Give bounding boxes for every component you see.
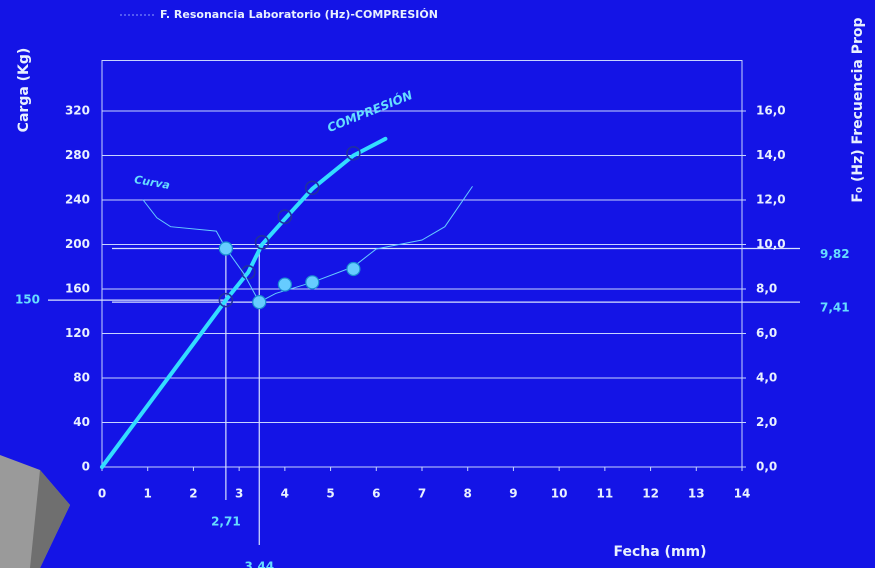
y-axis-label: Carga (Kg) xyxy=(16,48,32,133)
data-point xyxy=(240,265,256,280)
x-tick-label: 5 xyxy=(326,487,334,501)
x-tick-label: 1 xyxy=(144,487,152,501)
curve-label: Curva xyxy=(133,173,171,192)
series-line xyxy=(142,186,473,303)
data-point xyxy=(254,234,270,250)
x-tick-label: 11 xyxy=(597,487,614,501)
data-point xyxy=(304,180,320,196)
data-point xyxy=(277,209,293,224)
x-tick-label: 6 xyxy=(372,487,380,501)
y2-tick-label: 10,0 xyxy=(756,237,786,251)
y2-axis-label: F₀ (Hz) Frecuencia Prop xyxy=(850,17,866,202)
data-point xyxy=(346,145,361,161)
x-tick-label: 4 xyxy=(281,487,289,501)
annotation: 7,41 xyxy=(820,301,850,315)
x-tick-label: 0 xyxy=(98,487,106,501)
y-tick-label: 0 xyxy=(82,460,90,474)
x-tick-label: 9 xyxy=(509,487,517,501)
y2-tick-label: 6,0 xyxy=(756,326,777,340)
annotation: 3,44 xyxy=(244,560,274,568)
x-tick-label: 14 xyxy=(734,487,751,501)
y2-tick-label: 8,0 xyxy=(756,282,777,296)
annotation: 9,82 xyxy=(820,247,850,261)
data-point xyxy=(305,275,320,290)
x-axis-label: Fecha (mm) xyxy=(613,544,706,560)
y-tick-label: 120 xyxy=(65,326,90,340)
x-tick-label: 8 xyxy=(464,487,472,501)
y2-tick-label: 4,0 xyxy=(756,371,777,385)
y-tick-label: 40 xyxy=(73,415,90,429)
y-tick-label: 240 xyxy=(65,193,90,207)
y-tick-label: 200 xyxy=(65,237,90,251)
y2-tick-label: 0,0 xyxy=(756,460,777,474)
data-point xyxy=(346,261,361,277)
y-tick-label: 280 xyxy=(65,148,90,162)
y2-tick-label: 2,0 xyxy=(756,415,777,429)
x-tick-label: 2 xyxy=(189,487,197,501)
x-tick-label: 3 xyxy=(235,487,243,501)
y2-tick-label: 14,0 xyxy=(756,148,786,162)
x-tick-label: 13 xyxy=(688,487,705,501)
y2-tick-label: 16,0 xyxy=(756,104,786,118)
y-tick-label: 160 xyxy=(65,282,90,296)
annotation: 150 xyxy=(15,293,40,307)
x-tick-label: 12 xyxy=(642,487,659,501)
y2-tick-label: 12,0 xyxy=(756,193,786,207)
y-tick-label: 320 xyxy=(65,104,90,118)
data-point xyxy=(277,277,292,292)
y-tick-label: 80 xyxy=(73,371,90,385)
data-point xyxy=(218,241,233,256)
concrete-side xyxy=(30,470,70,568)
legend-text: F. Resonancia Laboratorio (Hz)-COMPRESIÓ… xyxy=(160,8,438,21)
data-point xyxy=(252,295,267,310)
x-tick-label: 10 xyxy=(551,487,568,501)
data-point xyxy=(218,292,234,308)
x-tick-label: 7 xyxy=(418,487,426,501)
annotation: 2,71 xyxy=(211,515,241,529)
